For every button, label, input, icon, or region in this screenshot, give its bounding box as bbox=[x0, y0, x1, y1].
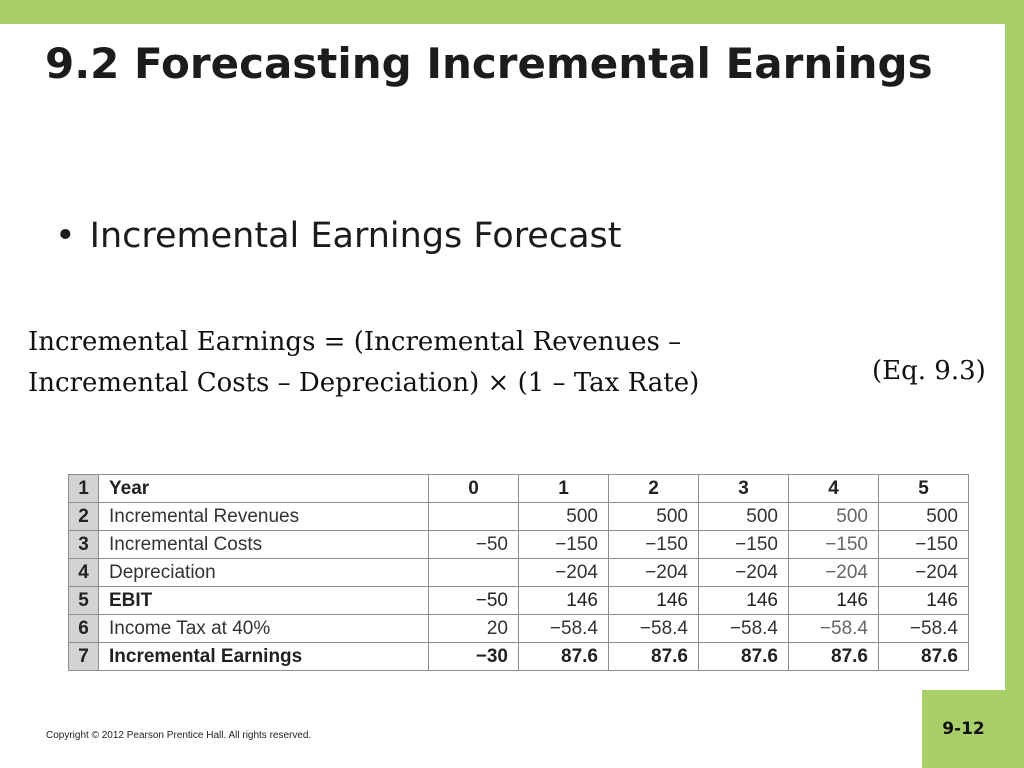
copyright-notice: Copyright © 2012 Pearson Prentice Hall. … bbox=[46, 730, 312, 741]
row-label: Incremental Earnings bbox=[98, 642, 429, 671]
year-cell: 1 bbox=[518, 474, 609, 503]
row-number: 5 bbox=[68, 586, 99, 615]
table-row: 3 Incremental Costs −50 −150 −150 −150 −… bbox=[68, 530, 969, 559]
year-cell: 0 bbox=[428, 474, 519, 503]
value-cell: 146 bbox=[698, 586, 789, 615]
value-cell: −204 bbox=[608, 558, 699, 587]
row-label: EBIT bbox=[98, 586, 429, 615]
row-label: Incremental Costs bbox=[98, 530, 429, 559]
table-row: 5 EBIT −50 146 146 146 146 146 bbox=[68, 586, 969, 615]
year-cell: 5 bbox=[878, 474, 969, 503]
value-cell: 500 bbox=[518, 502, 609, 531]
table-row: 4 Depreciation −204 −204 −204 −204 −204 bbox=[68, 558, 969, 587]
value-cell: −30 bbox=[428, 642, 519, 671]
value-cell: −204 bbox=[518, 558, 609, 587]
row-label: Depreciation bbox=[98, 558, 429, 587]
value-cell bbox=[428, 502, 519, 531]
value-cell: 87.6 bbox=[608, 642, 699, 671]
header-label: Year bbox=[98, 474, 429, 503]
value-cell: 500 bbox=[878, 502, 969, 531]
value-cell: −204 bbox=[878, 558, 969, 587]
value-cell: −204 bbox=[788, 558, 879, 587]
value-cell bbox=[428, 558, 519, 587]
slide-title: 9.2 Forecasting Incremental Earnings bbox=[45, 39, 933, 88]
earnings-forecast-table: 1 Year 0 1 2 3 4 5 2 Incremental Revenue… bbox=[68, 474, 969, 671]
value-cell: 87.6 bbox=[878, 642, 969, 671]
value-cell: 146 bbox=[788, 586, 879, 615]
value-cell: −150 bbox=[518, 530, 609, 559]
value-cell: −50 bbox=[428, 530, 519, 559]
year-cell: 2 bbox=[608, 474, 699, 503]
bullet-item: • Incremental Earnings Forecast bbox=[55, 216, 622, 256]
value-cell: −150 bbox=[608, 530, 699, 559]
spreadsheet-table: 1 Year 0 1 2 3 4 5 2 Incremental Revenue… bbox=[68, 474, 969, 671]
equation: Incremental Earnings = (Incremental Reve… bbox=[28, 322, 699, 404]
value-cell: 500 bbox=[788, 502, 879, 531]
row-number: 1 bbox=[68, 474, 99, 503]
value-cell: 87.6 bbox=[698, 642, 789, 671]
table-row: 2 Incremental Revenues 500 500 500 500 5… bbox=[68, 502, 969, 531]
row-label: Income Tax at 40% bbox=[98, 614, 429, 643]
table-row: 6 Income Tax at 40% 20 −58.4 −58.4 −58.4… bbox=[68, 614, 969, 643]
value-cell: −58.4 bbox=[788, 614, 879, 643]
value-cell: −150 bbox=[878, 530, 969, 559]
value-cell: 146 bbox=[518, 586, 609, 615]
value-cell: −204 bbox=[698, 558, 789, 587]
value-cell: 500 bbox=[698, 502, 789, 531]
row-number: 7 bbox=[68, 642, 99, 671]
row-number: 3 bbox=[68, 530, 99, 559]
equation-line-2: Incremental Costs – Depreciation) × (1 –… bbox=[28, 368, 700, 398]
row-number: 4 bbox=[68, 558, 99, 587]
value-cell: −150 bbox=[788, 530, 879, 559]
equation-line-1: Incremental Earnings = (Incremental Reve… bbox=[28, 327, 682, 357]
table-row: 7 Incremental Earnings −30 87.6 87.6 87.… bbox=[68, 642, 969, 671]
bullet-icon: • bbox=[55, 216, 76, 256]
value-cell: −58.4 bbox=[518, 614, 609, 643]
value-cell: −50 bbox=[428, 586, 519, 615]
year-cell: 4 bbox=[788, 474, 879, 503]
page-number-badge: 9-12 bbox=[922, 690, 1005, 768]
row-number: 2 bbox=[68, 502, 99, 531]
value-cell: 87.6 bbox=[518, 642, 609, 671]
year-cell: 3 bbox=[698, 474, 789, 503]
bullet-text: Incremental Earnings Forecast bbox=[89, 216, 622, 256]
value-cell: 87.6 bbox=[788, 642, 879, 671]
value-cell: 146 bbox=[608, 586, 699, 615]
table-header-row: 1 Year 0 1 2 3 4 5 bbox=[68, 474, 969, 503]
top-accent-bar bbox=[0, 0, 1024, 24]
value-cell: −58.4 bbox=[878, 614, 969, 643]
row-label: Incremental Revenues bbox=[98, 502, 429, 531]
value-cell: 146 bbox=[878, 586, 969, 615]
value-cell: 500 bbox=[608, 502, 699, 531]
row-number: 6 bbox=[68, 614, 99, 643]
value-cell: 20 bbox=[428, 614, 519, 643]
value-cell: −150 bbox=[698, 530, 789, 559]
value-cell: −58.4 bbox=[698, 614, 789, 643]
right-accent-bar bbox=[1005, 0, 1024, 768]
value-cell: −58.4 bbox=[608, 614, 699, 643]
equation-reference: (Eq. 9.3) bbox=[872, 356, 986, 386]
